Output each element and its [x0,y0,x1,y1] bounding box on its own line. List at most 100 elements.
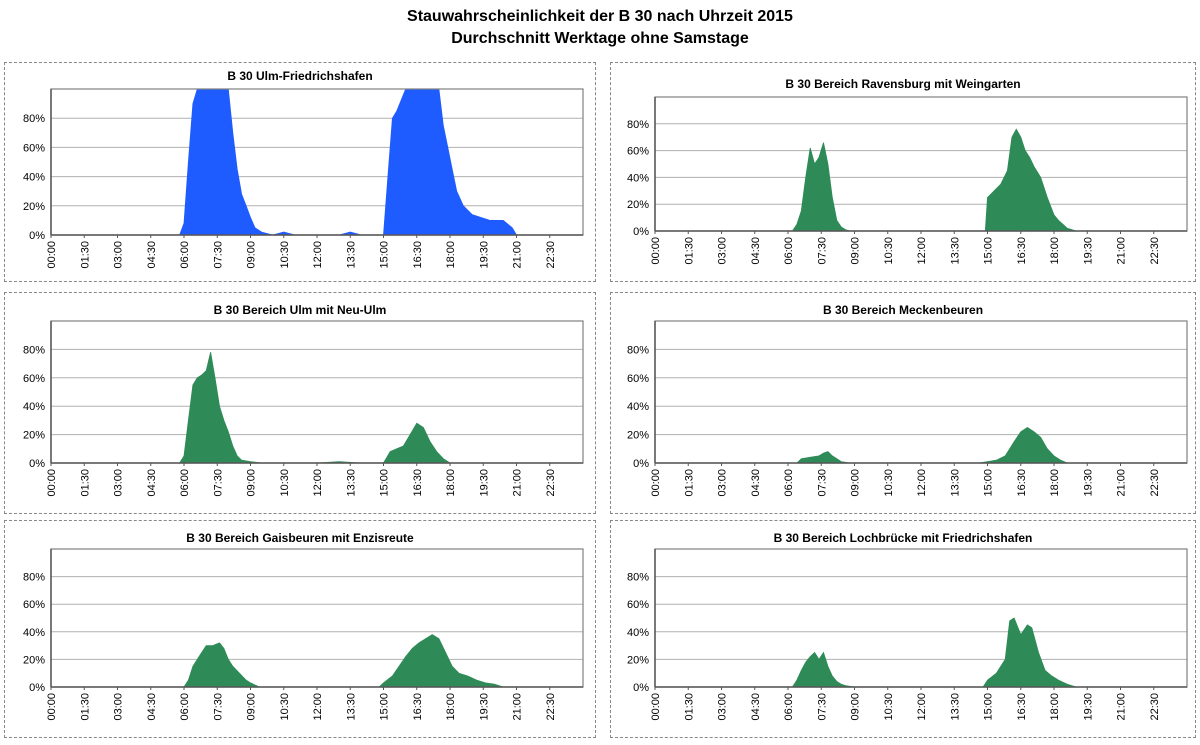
x-tick-label: 21:00 [512,469,524,497]
x-tick-label: 22:30 [1149,469,1161,497]
x-tick-label: 00:00 [46,469,58,497]
y-tick-label: 20% [23,201,45,213]
x-tick-label: 06:00 [783,469,795,497]
chart-title: B 30 Ulm-Friedrichshafen [227,69,373,83]
x-tick-label: 19:30 [1082,237,1094,265]
x-tick-label: 12:00 [916,693,928,721]
x-tick-label: 16:30 [412,693,424,721]
page-subtitle: Durchschnitt Werktage ohne Samstage [451,30,749,47]
x-tick-label: 21:00 [1116,693,1128,721]
chart-panel-6: B 30 Bereich Lochbrücke mit Friedrichsha… [610,520,1196,738]
x-tick-label: 09:00 [246,241,258,269]
data-series [655,128,1187,232]
chart-title: B 30 Bereich Ulm mit Neu-Ulm [213,303,387,317]
x-tick-label: 06:00 [179,241,191,269]
y-tick-label: 60% [23,142,45,154]
x-tick-label: 10:30 [883,237,895,265]
chart-title: B 30 Bereich Gaisbeuren mit Enzisreute [186,531,414,545]
data-series [51,634,583,688]
x-tick-label: 18:00 [445,693,457,721]
x-tick-label: 10:30 [883,693,895,721]
y-tick-label: 60% [627,599,649,611]
x-tick-label: 19:30 [478,241,490,269]
x-tick-label: 06:00 [179,693,191,721]
y-tick-label: 20% [23,654,45,666]
y-tick-label: 60% [627,373,649,385]
y-tick-label: 60% [23,599,45,611]
chart-title: B 30 Bereich Ravensburg mit Weingarten [785,77,1021,91]
y-tick-label: 80% [23,113,45,125]
x-tick-label: 06:00 [179,469,191,497]
chart-title: B 30 Bereich Lochbrücke mit Friedrichsha… [773,531,1033,545]
plot-area [51,321,583,463]
x-tick-label: 15:00 [983,469,995,497]
plot-area [655,321,1187,463]
x-tick-label: 12:00 [916,237,928,265]
y-tick-label: 0% [633,226,649,238]
data-series [655,617,1187,688]
chart-svg: 0% 20% 40% 60% 80% 00:00 01:30 03:00 04:30 06:00 0… [23,88,584,269]
x-tick-label: 06:00 [783,237,795,265]
y-tick-label: 60% [23,373,45,385]
x-tick-label: 13:30 [949,237,961,265]
chart-panel-5: B 30 Bereich Gaisbeuren mit Enzisreute 0%… [4,520,596,738]
x-tick-label: 09:00 [246,469,258,497]
x-tick-label: 04:30 [146,693,158,721]
x-tick-label: 09:00 [850,237,862,265]
x-tick-label: 00:00 [46,693,58,721]
chart-panel-1: B 30 Ulm-Friedrichshafen 0% 20% 40% 60% 80% 00… [4,62,596,282]
x-tick-label: 15:00 [983,693,995,721]
data-series [655,427,1187,464]
y-tick-label: 40% [627,627,649,639]
x-tick-label: 21:00 [512,693,524,721]
x-tick-label: 03:00 [717,693,729,721]
x-tick-label: 03:00 [717,237,729,265]
x-tick-label: 19:30 [1082,693,1094,721]
x-tick-label: 04:30 [146,469,158,497]
x-tick-label: 03:00 [717,469,729,497]
y-tick-label: 20% [23,430,45,442]
x-tick-label: 03:00 [113,469,125,497]
y-tick-label: 0% [29,682,45,694]
x-tick-label: 10:30 [883,469,895,497]
x-tick-label: 10:30 [279,469,291,497]
y-tick-label: 20% [627,654,649,666]
x-tick-label: 01:30 [683,237,695,265]
y-tick-label: 80% [627,344,649,356]
x-tick-label: 16:30 [412,241,424,269]
plot-area [51,549,583,687]
x-tick-label: 00:00 [650,469,662,497]
x-tick-label: 04:30 [750,469,762,497]
x-tick-label: 16:30 [412,469,424,497]
x-tick-label: 00:00 [650,237,662,265]
x-tick-label: 16:30 [1016,237,1028,265]
x-tick-label: 18:00 [1049,237,1061,265]
x-tick-label: 10:30 [279,241,291,269]
x-tick-label: 01:30 [79,693,91,721]
x-tick-label: 07:30 [816,469,828,497]
page-title: Stauwahrscheinlichkeit der B 30 nach Uhr… [407,8,793,25]
x-tick-label: 09:00 [850,469,862,497]
y-tick-label: 40% [627,172,649,184]
x-tick-label: 13:30 [949,469,961,497]
x-tick-label: 04:30 [750,237,762,265]
x-tick-label: 07:30 [212,241,224,269]
x-tick-label: 13:30 [345,693,357,721]
y-tick-label: 80% [23,344,45,356]
y-tick-label: 40% [627,401,649,413]
y-tick-label: 20% [627,199,649,211]
y-tick-label: 40% [23,172,45,184]
x-tick-label: 10:30 [279,693,291,721]
x-tick-label: 07:30 [816,237,828,265]
y-tick-label: 80% [23,572,45,584]
x-tick-label: 13:30 [345,241,357,269]
x-tick-label: 21:00 [512,241,524,269]
x-tick-label: 07:30 [816,693,828,721]
x-tick-label: 22:30 [545,693,557,721]
plot-area [51,89,583,235]
y-tick-label: 80% [627,572,649,584]
x-tick-label: 09:00 [246,693,258,721]
chart-svg: 0% 20% 40% 60% 80% 00:00 01:30 03:00 04:30 06:00 0… [23,548,584,721]
x-tick-label: 18:00 [445,241,457,269]
x-tick-label: 04:30 [750,693,762,721]
